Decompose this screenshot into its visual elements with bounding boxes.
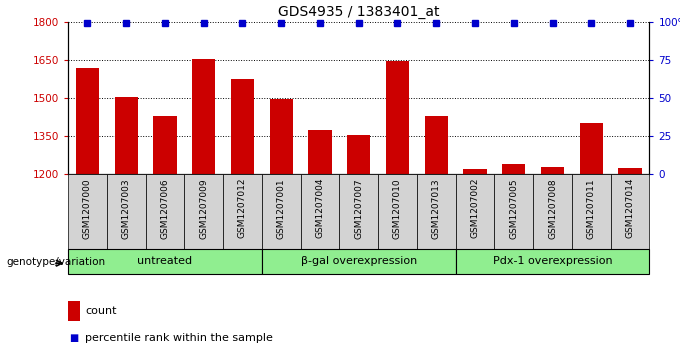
Bar <box>75 68 99 174</box>
Bar <box>618 168 642 174</box>
Bar <box>494 174 533 249</box>
Bar <box>114 97 138 174</box>
Bar <box>68 174 107 249</box>
Text: GSM1207001: GSM1207001 <box>277 178 286 238</box>
Bar <box>262 249 456 274</box>
Text: percentile rank within the sample: percentile rank within the sample <box>85 333 273 343</box>
Bar <box>308 130 332 174</box>
Bar <box>68 249 262 274</box>
Bar <box>184 174 223 249</box>
Text: Pdx-1 overexpression: Pdx-1 overexpression <box>493 256 612 266</box>
Text: GSM1207004: GSM1207004 <box>316 178 324 238</box>
Bar <box>269 99 293 174</box>
Bar <box>339 174 378 249</box>
Bar <box>378 174 417 249</box>
Bar <box>533 174 572 249</box>
Bar <box>417 174 456 249</box>
Bar <box>579 123 603 174</box>
Text: GSM1207013: GSM1207013 <box>432 178 441 238</box>
Bar <box>223 174 262 249</box>
Title: GDS4935 / 1383401_at: GDS4935 / 1383401_at <box>278 5 439 19</box>
Bar <box>347 135 371 174</box>
Text: β-gal overexpression: β-gal overexpression <box>301 256 417 266</box>
Text: GSM1207005: GSM1207005 <box>509 178 518 238</box>
Bar <box>502 164 526 174</box>
Bar <box>231 79 254 174</box>
Bar <box>572 174 611 249</box>
Bar <box>456 174 494 249</box>
Text: ■: ■ <box>69 333 79 343</box>
Bar <box>456 249 649 274</box>
Bar <box>424 116 448 174</box>
Text: genotype/variation: genotype/variation <box>7 257 106 267</box>
Text: GSM1207006: GSM1207006 <box>160 178 169 238</box>
Bar <box>611 174 649 249</box>
Text: untreated: untreated <box>137 256 192 266</box>
Text: GSM1207012: GSM1207012 <box>238 178 247 238</box>
Text: GSM1207011: GSM1207011 <box>587 178 596 238</box>
Bar <box>153 116 177 174</box>
Text: GSM1207003: GSM1207003 <box>122 178 131 238</box>
Text: GSM1207009: GSM1207009 <box>199 178 208 238</box>
Bar <box>192 58 216 174</box>
Bar <box>301 174 339 249</box>
Text: GSM1207008: GSM1207008 <box>548 178 557 238</box>
Text: GSM1207014: GSM1207014 <box>626 178 634 238</box>
Bar <box>146 174 184 249</box>
Text: GSM1207002: GSM1207002 <box>471 178 479 238</box>
Bar <box>386 61 409 174</box>
Text: count: count <box>85 306 116 316</box>
Bar <box>463 169 487 174</box>
Bar <box>262 174 301 249</box>
Text: GSM1207000: GSM1207000 <box>83 178 92 238</box>
Bar <box>107 174 146 249</box>
Text: GSM1207010: GSM1207010 <box>393 178 402 238</box>
Bar <box>541 167 564 174</box>
Text: GSM1207007: GSM1207007 <box>354 178 363 238</box>
